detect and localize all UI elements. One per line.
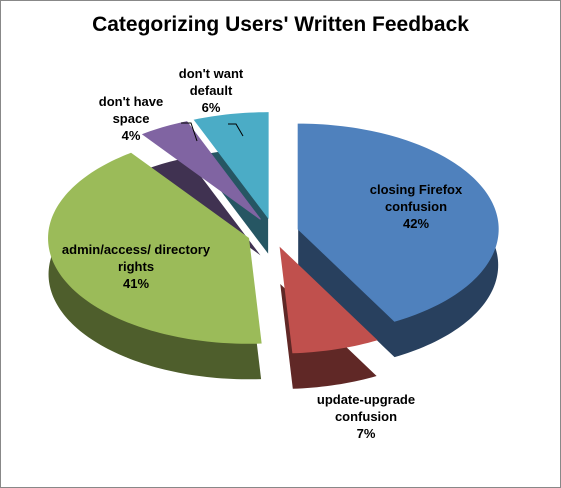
category-label: update-upgrade confusion	[316, 392, 416, 424]
slice	[193, 112, 269, 220]
slice-label: closing Firefox confusion 42%	[351, 181, 481, 232]
category-label: don't have space	[98, 94, 164, 126]
chart-title: Categorizing Users' Written Feedback	[92, 13, 469, 36]
value-label: 41%	[122, 276, 150, 291]
slice-label: don't want default 6%	[166, 65, 256, 116]
category-label: closing Firefox confusion	[369, 182, 463, 214]
slice	[48, 152, 262, 344]
value-label: 7%	[356, 426, 376, 441]
slice	[297, 123, 499, 322]
slice-label: don't have space 4%	[86, 93, 176, 144]
slice-label: admin/access/ directory rights 41%	[61, 241, 211, 292]
value-label: 4%	[121, 128, 141, 143]
leader-line	[228, 123, 244, 137]
category-label: don't want default	[178, 66, 244, 98]
slice	[279, 246, 378, 354]
category-label: admin/access/ directory rights	[61, 242, 211, 274]
value-label: 42%	[402, 216, 430, 231]
slice-label: update-upgrade confusion 7%	[316, 391, 416, 442]
value-label: 6%	[201, 100, 221, 115]
leader-line	[181, 122, 198, 142]
